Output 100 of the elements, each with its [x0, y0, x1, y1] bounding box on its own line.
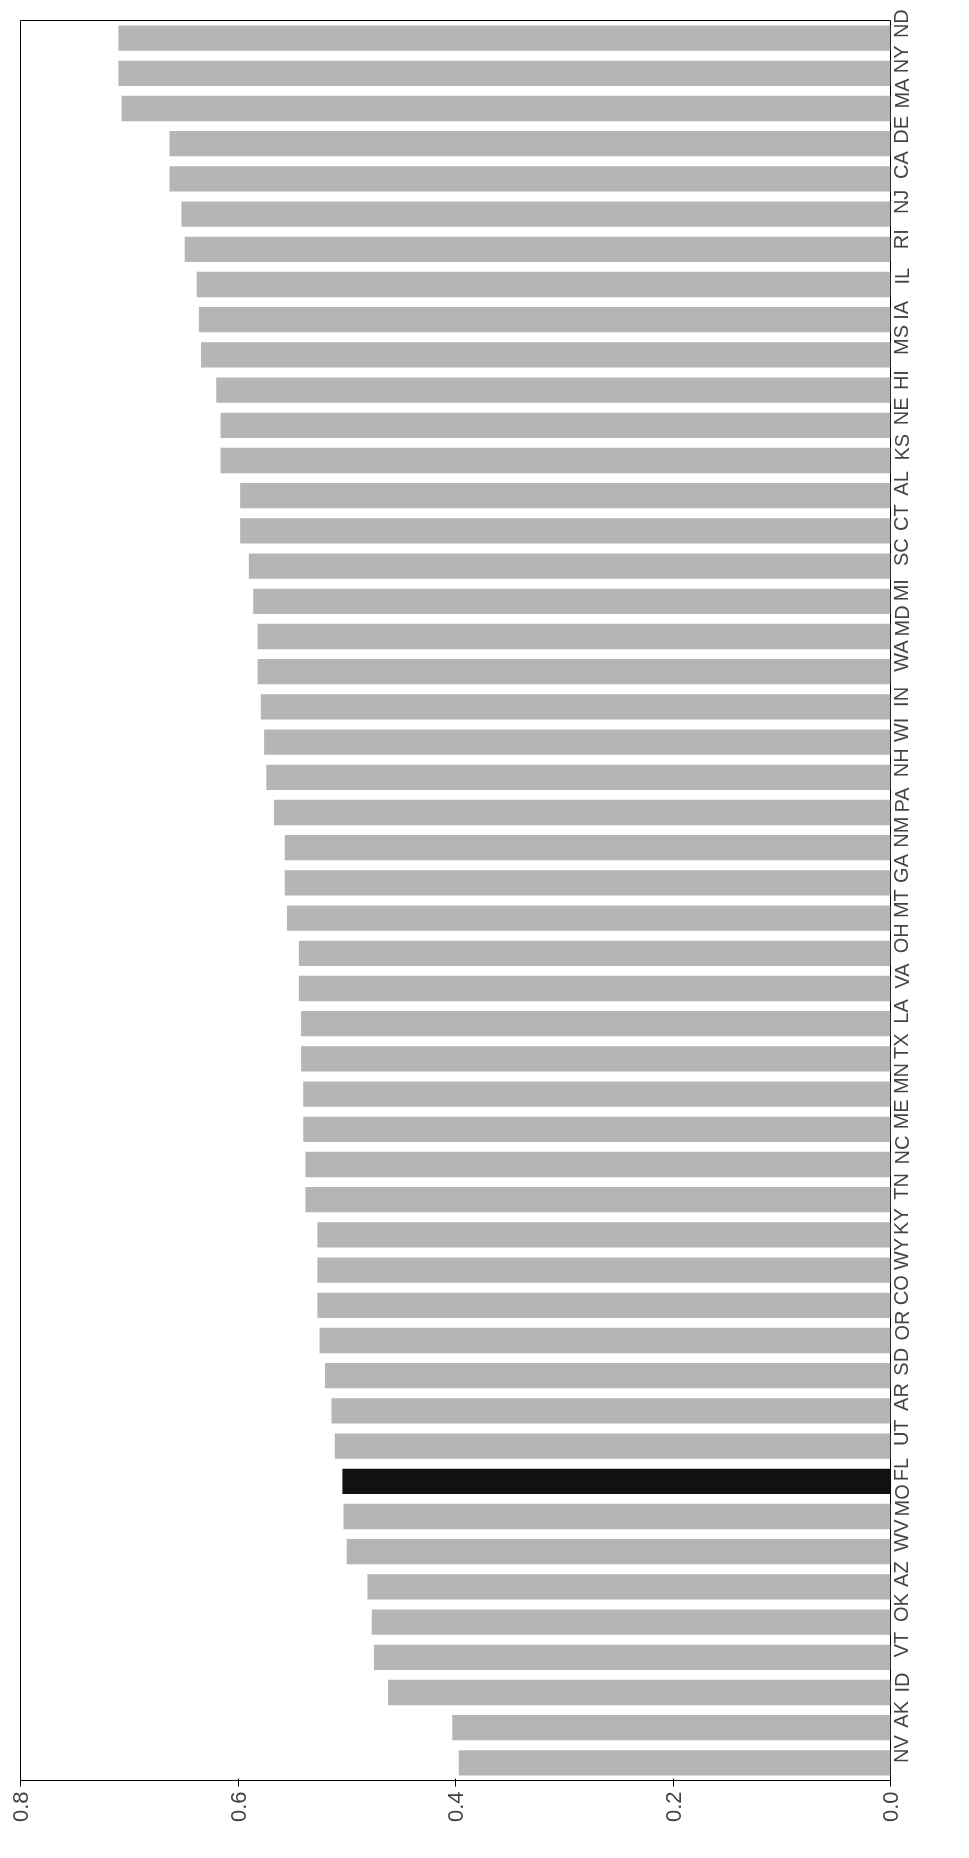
y-tick-label: NM: [890, 816, 913, 848]
bar: [121, 95, 891, 122]
bar: [169, 166, 891, 192]
bar: [317, 1222, 891, 1248]
x-tick-label: 0.0: [878, 1791, 903, 1823]
y-tick-label: FL: [890, 1457, 913, 1482]
y-tick-label: SD: [890, 1347, 913, 1376]
bar: [284, 835, 891, 861]
x-tick-label: 0.2: [660, 1791, 686, 1823]
y-tick-label: RI: [890, 229, 913, 250]
y-tick-label: KS: [890, 433, 913, 461]
x-tick-label: 0.8: [8, 1791, 33, 1823]
bar: [317, 1257, 891, 1283]
y-tick-label: NH: [890, 748, 913, 778]
bar: [284, 870, 891, 896]
y-tick-label: MI: [890, 579, 913, 602]
y-tick-label: PA: [890, 786, 913, 813]
y-tick-label: VT: [890, 1631, 913, 1658]
x-tick-label: 0.4: [443, 1791, 468, 1823]
y-tick-label: IA: [890, 300, 913, 320]
bar: [305, 1187, 891, 1213]
bar: [266, 764, 891, 790]
bar: [303, 1081, 891, 1107]
bar: [325, 1363, 891, 1389]
bar: [343, 1503, 891, 1530]
bar: [257, 659, 891, 685]
y-tick-label: ME: [890, 1099, 913, 1130]
y-tick-label: AK: [890, 1700, 913, 1728]
bar: [169, 131, 891, 157]
bar: [260, 694, 891, 720]
bar: [367, 1574, 891, 1600]
bar: [388, 1679, 891, 1706]
y-tick-label: GA: [890, 853, 913, 883]
y-tick-label: DE: [890, 115, 913, 144]
y-tick-label: UT: [890, 1419, 913, 1447]
bar: [220, 412, 891, 438]
y-tick-label: CT: [890, 504, 913, 531]
y-tick-label: ID: [890, 1672, 913, 1693]
bar: [301, 1011, 891, 1037]
y-tick-label: MD: [890, 605, 913, 637]
x-tick-label: 0.6: [225, 1791, 251, 1823]
y-tick-label: NC: [890, 1135, 913, 1165]
bar: [334, 1433, 891, 1459]
y-tick-label: MS: [890, 324, 913, 355]
y-tick-label: WI: [890, 717, 913, 743]
y-tick-label: IL: [890, 267, 913, 285]
y-tick-label: CA: [890, 150, 913, 179]
bar: [196, 271, 891, 298]
y-tick-label: ND: [890, 9, 913, 39]
bar: [298, 940, 891, 966]
y-tick-label: AZ: [890, 1561, 913, 1587]
bar: [452, 1715, 891, 1741]
bar: [181, 201, 891, 227]
bar: [458, 1750, 891, 1776]
bar: [371, 1609, 891, 1635]
y-tick-label: WA: [890, 639, 913, 672]
y-tick-label: MN: [890, 1062, 913, 1095]
bar: [118, 25, 891, 51]
bar: [286, 905, 891, 931]
bar: [220, 447, 891, 474]
bar: [342, 1468, 891, 1494]
bar: [373, 1644, 891, 1670]
bar: [319, 1327, 891, 1354]
y-tick-label: NY: [890, 45, 913, 74]
bar: [201, 342, 891, 368]
bar: [198, 307, 891, 333]
y-tick-label: WV: [890, 1518, 913, 1552]
y-tick-label: HI: [890, 370, 913, 391]
bar: [298, 975, 891, 1002]
bar: [303, 1116, 891, 1142]
y-tick-label: MA: [890, 77, 913, 109]
y-tick-label: TN: [890, 1173, 913, 1200]
bar: [301, 1046, 891, 1072]
bar: [248, 553, 891, 579]
y-tick-label: IN: [890, 686, 913, 707]
y-tick-label: NV: [890, 1734, 913, 1763]
bar: [305, 1151, 891, 1178]
y-tick-label: TX: [890, 1033, 913, 1059]
bar: [257, 623, 891, 650]
bar: [253, 588, 891, 614]
y-tick-label: SC: [890, 538, 913, 567]
bar: [264, 729, 891, 755]
bar: [317, 1292, 891, 1318]
bar: [346, 1539, 891, 1565]
y-tick-label: AR: [890, 1383, 913, 1411]
y-tick-label: NE: [890, 397, 913, 426]
y-tick-label: OK: [890, 1592, 913, 1623]
y-tick-label: OR: [890, 1310, 913, 1341]
y-tick-label: MT: [890, 889, 913, 919]
y-tick-label: CO: [890, 1275, 913, 1306]
y-tick-label: KY: [890, 1208, 913, 1235]
bar: [216, 377, 891, 403]
y-tick-label: WY: [890, 1237, 913, 1271]
bar: [184, 236, 891, 262]
y-tick-label: NJ: [890, 189, 913, 215]
y-tick-label: VA: [890, 962, 913, 989]
bar: [118, 60, 891, 86]
y-tick-label: LA: [890, 998, 913, 1024]
y-tick-label: MO: [890, 1484, 913, 1517]
y-tick-label: OH: [890, 923, 913, 954]
